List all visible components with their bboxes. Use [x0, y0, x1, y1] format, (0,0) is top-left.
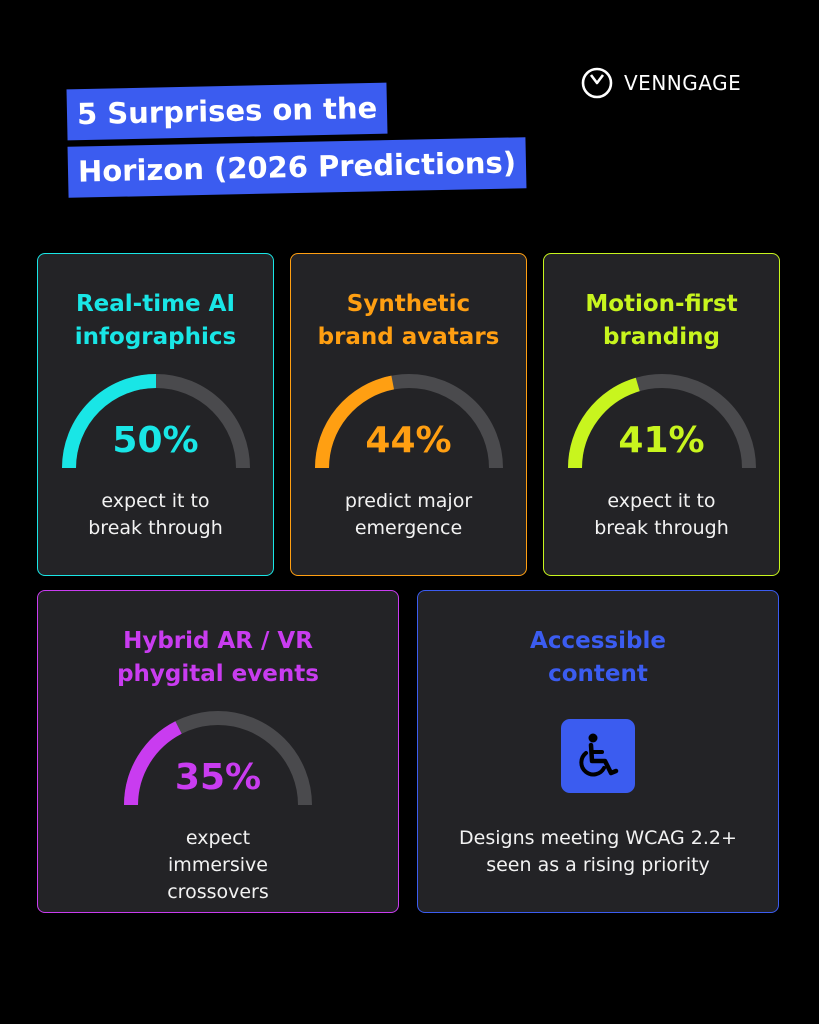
progress-gauge — [567, 374, 756, 469]
prediction-card-motion-first: Motion-first branding 41% expect it to b… — [543, 253, 780, 576]
prediction-card-synthetic-avatars: Synthetic brand avatars 44% predict majo… — [290, 253, 527, 576]
gauge-fill — [314, 375, 394, 469]
card-caption: predict major emergence — [344, 490, 473, 539]
gauge-fill — [61, 374, 156, 469]
gauge-percent: 41% — [618, 420, 705, 461]
progress-gauge — [314, 374, 503, 469]
gauge-fill — [124, 721, 182, 806]
page-title-line-2: Horizon (2026 Predictions) — [67, 137, 527, 198]
card-title: Synthetic brand avatars — [317, 291, 500, 350]
card-caption: expect it to break through — [594, 490, 729, 539]
card-title: Accessible content — [530, 628, 666, 687]
card-title: Hybrid AR / VR phygital events — [117, 628, 319, 687]
gauge-percent: 35% — [174, 757, 262, 798]
card-caption: Designs meeting WCAG 2.2+ seen as a risi… — [459, 827, 737, 876]
prediction-card-accessible-content: Accessible content Designs meeting WCAG … — [417, 590, 779, 913]
venngage-clock-logo-icon — [581, 67, 613, 99]
brand-name: VENNGAGE — [624, 71, 742, 95]
card-caption: expect it to break through — [88, 490, 223, 539]
prediction-card-realtime-ai: Real-time AI infographics 50% expect it … — [37, 253, 274, 576]
card-title: Motion-first branding — [585, 291, 738, 350]
progress-gauge — [124, 711, 312, 806]
card-title: Real-time AI infographics — [74, 291, 237, 350]
progress-gauge — [61, 374, 250, 469]
page-title-line-1: 5 Surprises on the — [66, 82, 388, 141]
gauge-percent: 50% — [112, 420, 199, 461]
gauge-percent: 44% — [365, 420, 452, 461]
prediction-card-hybrid-ar-vr: Hybrid AR / VR phygital events 35% expec… — [37, 590, 399, 913]
wheelchair-accessibility-icon — [561, 719, 635, 793]
venngage-logo: VENNGAGE — [580, 66, 741, 100]
card-caption: expect immersive crossovers — [167, 827, 269, 903]
gauge-fill — [567, 377, 640, 469]
